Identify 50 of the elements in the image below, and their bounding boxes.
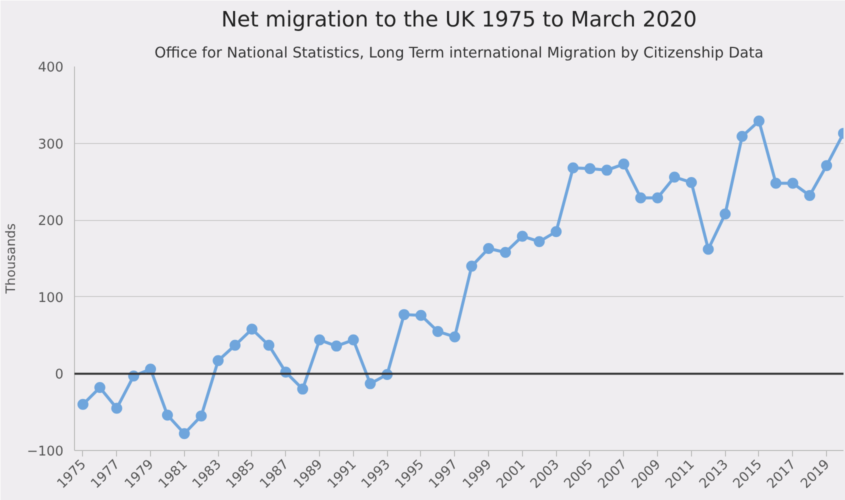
point	[702, 244, 714, 255]
point	[415, 310, 426, 321]
point	[94, 382, 106, 394]
point	[398, 309, 410, 320]
point	[178, 428, 190, 440]
point	[635, 192, 646, 204]
y-tick-label: 400	[38, 60, 64, 76]
point	[584, 163, 596, 174]
point	[196, 410, 207, 422]
point	[534, 236, 545, 248]
point	[804, 190, 816, 202]
y-tick-label: 200	[38, 214, 64, 230]
point	[483, 243, 494, 254]
point	[770, 178, 782, 189]
point	[753, 116, 764, 127]
point	[314, 334, 326, 346]
point	[432, 326, 444, 337]
chart-title: Net migration to the UK 1975 to March 2020	[221, 8, 697, 32]
point	[348, 334, 359, 346]
point	[246, 324, 258, 335]
point	[297, 384, 308, 395]
point	[668, 172, 680, 183]
point	[500, 246, 511, 258]
point	[618, 158, 630, 170]
point	[787, 178, 798, 189]
point	[516, 230, 528, 242]
point	[652, 192, 664, 204]
point	[212, 355, 224, 366]
y-axis-title: Thousands	[4, 223, 19, 295]
y-tick-label: −100	[26, 444, 64, 460]
point	[736, 130, 748, 142]
point	[111, 402, 122, 414]
y-tick-label: 0	[55, 368, 64, 383]
point	[330, 340, 342, 352]
point	[230, 340, 241, 351]
point	[364, 378, 376, 390]
point	[568, 162, 579, 174]
point	[449, 331, 460, 342]
point	[550, 226, 562, 238]
point	[466, 260, 478, 272]
y-tick-label: 300	[38, 137, 64, 152]
point	[686, 176, 697, 188]
point	[162, 410, 173, 421]
point	[821, 160, 832, 172]
point	[77, 398, 88, 410]
y-tick-label: 100	[38, 290, 64, 306]
point	[263, 340, 274, 351]
point	[720, 208, 731, 220]
chart-subtitle: Office for National Statistics, Long Term international Migration by Citizenship Data	[154, 44, 764, 62]
point	[601, 164, 612, 176]
